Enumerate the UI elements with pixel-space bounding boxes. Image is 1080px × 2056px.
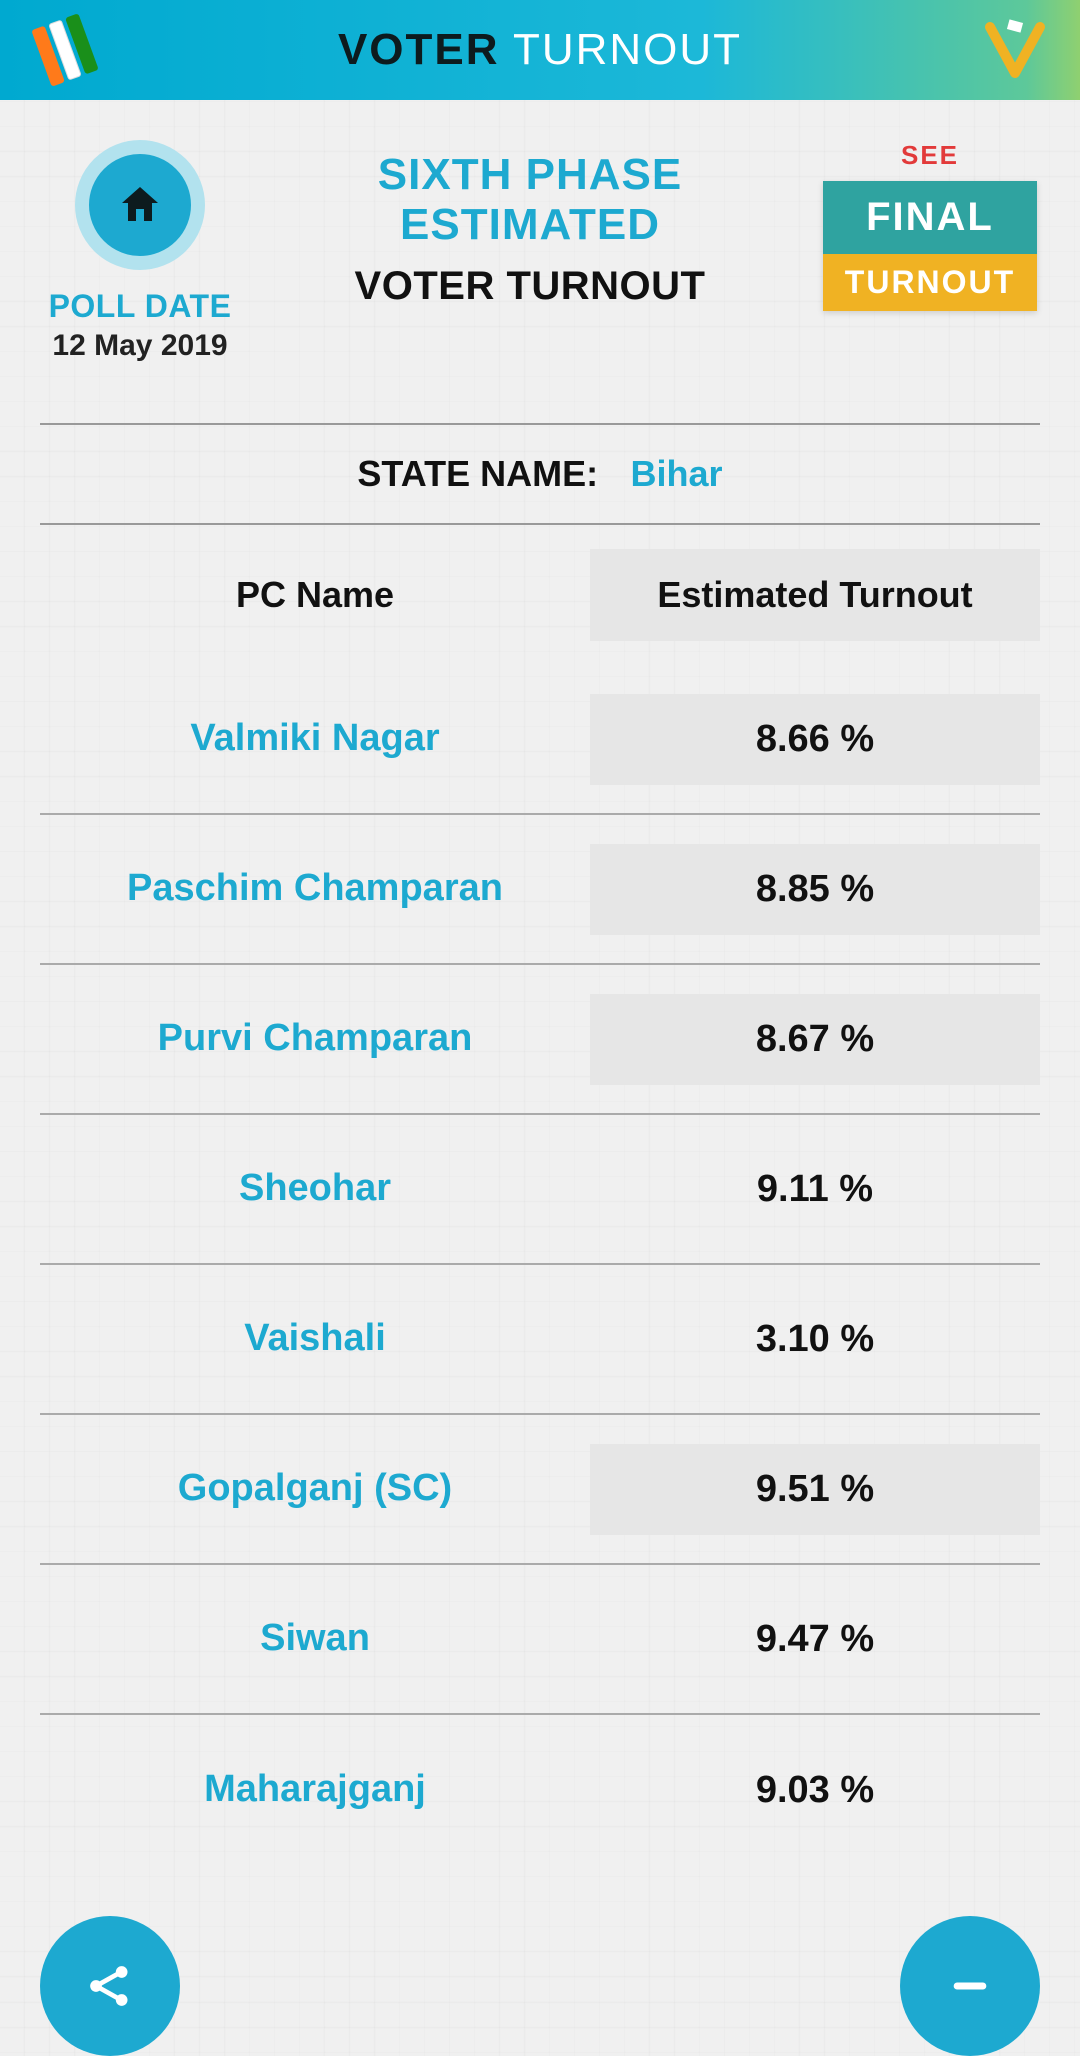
table-header-row: PC Name Estimated Turnout: [40, 525, 1040, 665]
share-icon: [82, 1958, 138, 2014]
pc-name: Gopalganj (SC): [178, 1467, 452, 1509]
table-row[interactable]: Sheohar 9.11 %: [40, 1115, 1040, 1265]
table-row[interactable]: Purvi Champaran 8.67 %: [40, 965, 1040, 1115]
turnout-value: 8.66 %: [756, 718, 874, 760]
turnout-value: 9.51 %: [756, 1468, 874, 1510]
table-row[interactable]: Maharajganj 9.03 %: [40, 1715, 1040, 1865]
see-label: SEE: [810, 140, 1050, 171]
app-title-right: TURNOUT: [513, 25, 742, 74]
turnout-value: 8.85 %: [756, 868, 874, 910]
turnout-value: 9.03 %: [756, 1769, 874, 1811]
voter-logo-icon: [980, 15, 1050, 85]
pc-name: Purvi Champaran: [158, 1017, 473, 1059]
turnout-value: 9.11 %: [757, 1168, 873, 1210]
table-row[interactable]: Paschim Champaran 8.85 %: [40, 815, 1040, 965]
pc-name: Vaishali: [244, 1317, 386, 1359]
poll-date-label: POLL DATE: [30, 288, 250, 325]
pc-name: Siwan: [260, 1617, 370, 1659]
state-name-label: STATE NAME:: [357, 453, 598, 494]
turnout-value: 9.47 %: [756, 1618, 874, 1660]
pc-name: Sheohar: [239, 1167, 391, 1209]
pc-name: Paschim Champaran: [127, 867, 503, 909]
app-title-left: VOTER: [338, 25, 500, 74]
share-button[interactable]: [40, 1916, 180, 2056]
pc-name: Valmiki Nagar: [190, 717, 439, 759]
state-row: STATE NAME: Bihar: [40, 423, 1040, 525]
table-row[interactable]: Siwan 9.47 %: [40, 1565, 1040, 1715]
turnout-value: 3.10 %: [756, 1318, 874, 1360]
table-row[interactable]: Vaishali 3.10 %: [40, 1265, 1040, 1415]
app-title: VOTER TURNOUT: [338, 25, 742, 75]
final-turnout-top: FINAL: [823, 181, 1037, 254]
home-button[interactable]: [75, 140, 205, 270]
final-turnout-bottom: TURNOUT: [823, 254, 1037, 311]
header-section: POLL DATE 12 May 2019 SIXTH PHASE ESTIMA…: [0, 100, 1080, 423]
col-header-pc: PC Name: [236, 574, 394, 615]
page-subtitle: VOTER TURNOUT: [270, 264, 790, 309]
state-name-value[interactable]: Bihar: [631, 453, 723, 494]
turnout-value: 8.67 %: [756, 1018, 874, 1060]
phase-title-line2: ESTIMATED: [270, 200, 790, 250]
final-turnout-button[interactable]: FINAL TURNOUT: [823, 181, 1037, 311]
pc-name: Maharajganj: [204, 1768, 426, 1810]
table-row[interactable]: Valmiki Nagar 8.66 %: [40, 665, 1040, 815]
phase-title-line1: SIXTH PHASE: [270, 150, 790, 200]
poll-date-value: 12 May 2019: [30, 329, 250, 363]
minus-icon: [942, 1958, 998, 2014]
col-header-turnout: Estimated Turnout: [657, 574, 972, 615]
minimize-button[interactable]: [900, 1916, 1040, 2056]
turnout-table: PC Name Estimated Turnout Valmiki Nagar 8…: [40, 525, 1040, 1865]
home-icon: [116, 181, 164, 229]
eci-logo-icon: [20, 5, 110, 95]
table-row[interactable]: Gopalganj (SC) 9.51 %: [40, 1415, 1040, 1565]
top-bar: VOTER TURNOUT: [0, 0, 1080, 100]
